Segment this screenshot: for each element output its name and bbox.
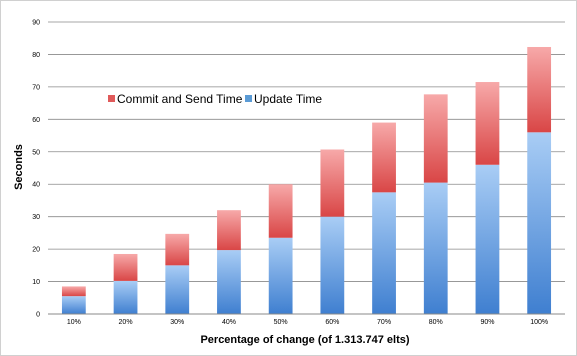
- y-tick-labels: 0 10 20 30 40 50 60 70 80 90: [32, 20, 40, 319]
- bar-commit-send-time: [423, 94, 448, 183]
- bar-update-time: [165, 265, 190, 314]
- y-tick-label: 60: [32, 117, 40, 124]
- x-tick-label: 30%: [170, 319, 184, 326]
- x-tick-label: 100%: [530, 319, 548, 326]
- y-tick-label: 0: [36, 312, 40, 319]
- y-tick-label: 30: [32, 214, 40, 221]
- y-tick-label: 40: [32, 182, 40, 189]
- x-tick-label: 90%: [480, 319, 494, 326]
- bar-update-time: [113, 280, 138, 314]
- x-tick-label: 70%: [377, 319, 391, 326]
- bar-commit-send-time: [217, 210, 241, 251]
- bar-commit-send-time: [527, 46, 552, 133]
- x-tick-label: 60%: [325, 319, 339, 326]
- bar-update-time: [61, 296, 86, 314]
- y-axis-title: Seconds: [13, 144, 25, 190]
- x-tick-labels: 10% 20% 30% 40% 50% 60% 70% 80% 90% 100%: [67, 319, 548, 326]
- bar-commit-send-time: [475, 82, 500, 165]
- bar-update-time: [423, 182, 448, 314]
- y-tick-label: 50: [32, 149, 40, 156]
- bar-update-time: [527, 132, 552, 314]
- bar-update-time: [268, 237, 293, 314]
- bar-update-time: [217, 250, 241, 314]
- bar-commit-send-time: [320, 149, 345, 217]
- bar-update-time: [475, 164, 500, 314]
- bar-commit-send-time: [372, 122, 396, 193]
- y-tick-label: 10: [32, 279, 40, 286]
- legend-swatch-commit: [108, 95, 115, 102]
- legend-swatch-update: [245, 95, 252, 102]
- y-tick-label: 90: [32, 20, 40, 27]
- bar-commit-send-time: [165, 233, 190, 266]
- bar-update-time: [372, 192, 396, 314]
- legend: Commit and Send Time Update Time: [108, 92, 322, 106]
- y-tick-label: 80: [32, 52, 40, 59]
- x-tick-label: 10%: [67, 319, 81, 326]
- legend-label-commit: Commit and Send Time: [117, 92, 243, 106]
- bars-layer: [61, 46, 552, 314]
- y-tick-label: 20: [32, 247, 40, 254]
- legend-label-update: Update Time: [254, 92, 322, 106]
- bar-commit-send-time: [268, 184, 293, 238]
- bar-commit-send-time: [61, 286, 86, 297]
- x-tick-label: 20%: [119, 319, 133, 326]
- x-tick-label: 50%: [274, 319, 288, 326]
- x-axis-title: Percentage of change (of 1.313.747 elts): [200, 334, 409, 346]
- bar-update-time: [320, 216, 345, 314]
- x-tick-label: 80%: [429, 319, 443, 326]
- x-tick-label: 40%: [222, 319, 236, 326]
- y-tick-label: 70: [32, 84, 40, 91]
- bar-commit-send-time: [113, 253, 138, 281]
